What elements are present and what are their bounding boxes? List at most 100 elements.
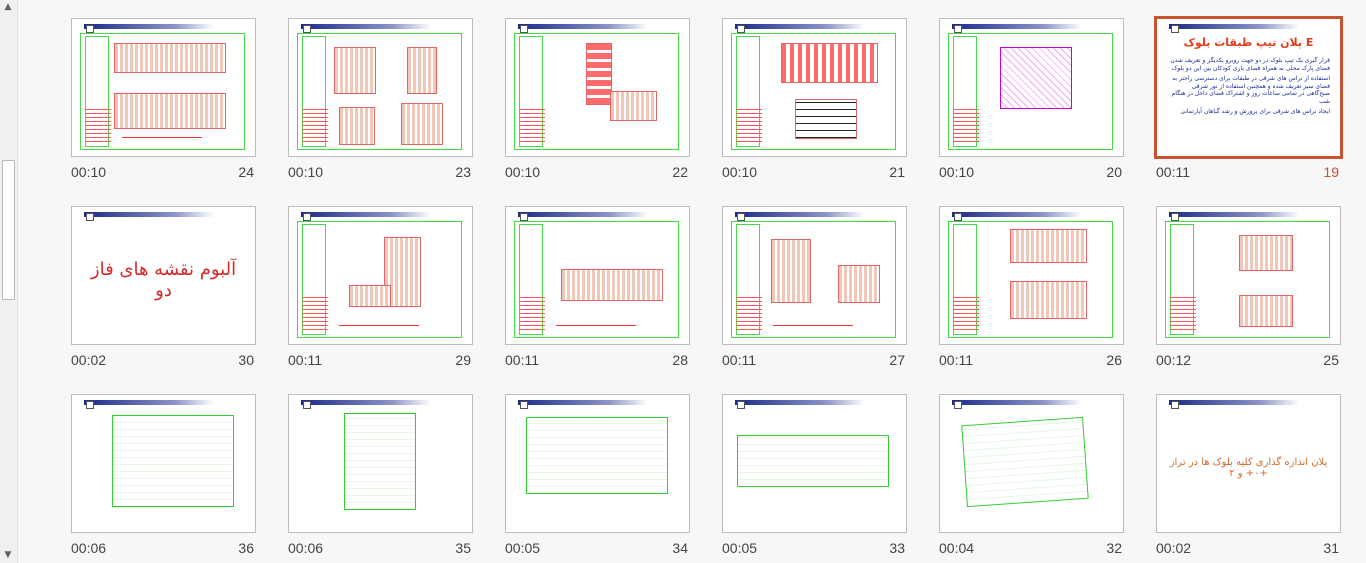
slide-timing: 00:11 [939,352,973,368]
elevation-drawing [334,47,376,94]
elevation-drawing [401,103,443,145]
title-bar-decoration [952,400,1082,409]
slide-preview: پلان اندازه گذاری کلیه بلوک ها در تراز ۰… [1156,394,1341,533]
slide-thumbnail-26[interactable]: 00:11 26 [939,206,1125,371]
slide-thumbnail-24[interactable]: 00:10 24 [71,18,257,183]
slide-title: پلان تیپ طبقات بلوک E [1183,36,1314,49]
scroll-down-icon[interactable]: ▼ [4,550,12,560]
drawing-frame [731,221,896,338]
slide-preview [939,206,1124,345]
vertical-scrollbar[interactable]: ▲ ▼ [0,0,18,563]
slide-timing: 00:04 [939,540,975,556]
slide-timing: 00:02 [71,352,107,368]
bullet-list: قرار گیری یک تیپ بلوک در دو جهت رو‌برو ی… [1169,57,1330,119]
slide-thumbnail-23[interactable]: 00:10 23 [288,18,474,183]
slide-preview [505,394,690,533]
slide-thumbnail-35[interactable]: 00:06 35 [288,394,474,559]
elevation-drawing [561,269,663,301]
slide-number: 22 [672,164,688,180]
slide-thumbnail-20[interactable]: 00:10 20 [939,18,1125,183]
slide-thumbnail-31[interactable]: پلان اندازه گذاری کلیه بلوک ها در تراز ۰… [1156,394,1342,559]
slide-number: 27 [889,352,905,368]
slide-thumbnail-36[interactable]: 00:06 36 [71,394,257,559]
slide-title: پلان اندازه گذاری کلیه بلوک ها در تراز ۰… [1169,457,1328,479]
title-bar-decoration [1169,212,1299,221]
bullet-item: ایجاد تراس های شرقی برای پرورش و رشد گیا… [1180,108,1330,115]
title-bar-decoration [518,24,648,33]
slide-timing: 00:05 [722,540,758,556]
slide-preview: آلبوم نقشه های فاز دو [71,206,256,345]
slide-sorter-grid: 00:10 24 00:10 23 00:10 22 [17,0,1366,563]
slide-thumbnail-21[interactable]: 00:10 21 [722,18,908,183]
slide-thumbnail-27[interactable]: 00:11 27 [722,206,908,371]
section-drawing [610,91,657,121]
elevation-drawing [838,265,880,303]
elevation-drawing [114,43,226,73]
slide-preview [939,394,1124,533]
slide-thumbnail-33[interactable]: 00:05 33 [722,394,908,559]
elevation-drawing [771,239,811,303]
scroll-up-icon[interactable]: ▲ [4,2,12,12]
drawing-frame [297,221,462,338]
title-bar-decoration [952,212,1082,221]
slide-number: 20 [1106,164,1122,180]
elevation-drawing [1239,295,1293,327]
slide-number: 31 [1323,540,1339,556]
scrollbar-thumb[interactable] [2,160,15,300]
section-drawing [781,43,878,83]
elevation-drawing [1010,229,1087,263]
slide-number: 26 [1106,352,1122,368]
drawing-frame [948,221,1113,338]
elevation-drawing [349,285,391,307]
slide-timing: 00:10 [939,164,975,180]
slide-timing: 00:10 [71,164,107,180]
slide-preview [939,18,1124,157]
floor-plan-drawing [1000,47,1072,109]
title-bar-decoration [301,24,431,33]
slide-number: 23 [455,164,471,180]
slide-timing: 00:11 [505,352,539,368]
drawing-frame [514,33,679,150]
slide-thumbnail-30[interactable]: آلبوم نقشه های فاز دو 00:02 30 [71,206,257,371]
slide-preview [722,18,907,157]
bullet-item: قرار گیری یک تیپ بلوک در دو جهت رو‌برو ی… [1170,57,1330,72]
slide-number: 33 [889,540,905,556]
bullet-item: استفاده از تراس های شرقی در طبقات برای د… [1171,75,1330,105]
slide-preview [71,394,256,533]
slide-timing: 00:12 [1156,352,1192,368]
slide-preview [722,394,907,533]
slide-timing: 00:10 [722,164,758,180]
slide-thumbnail-32[interactable]: 00:04 32 [939,394,1125,559]
drawing-frame [731,33,896,150]
slide-timing: 00:10 [288,164,324,180]
slide-thumbnail-19[interactable]: پلان تیپ طبقات بلوک E قرار گیری یک تیپ ب… [1154,16,1343,183]
slide-timing: 00:11 [1156,164,1190,180]
drawing-frame [1165,221,1330,338]
title-bar-decoration [1169,24,1299,33]
slide-preview [288,18,473,157]
slide-preview [288,394,473,533]
slide-thumbnail-22[interactable]: 00:10 22 [505,18,691,183]
title-bar-decoration [735,212,865,221]
title-bar-decoration [735,400,865,409]
slide-number: 29 [455,352,471,368]
slide-number: 32 [1106,540,1122,556]
slide-thumbnail-34[interactable]: 00:05 34 [505,394,691,559]
slide-preview [722,206,907,345]
slide-number: 19 [1323,164,1339,180]
title-bar-decoration [735,24,865,33]
floor-plan-drawing [344,413,416,510]
drawing-frame [297,33,462,150]
section-drawing [795,99,857,139]
slide-timing: 00:06 [71,540,107,556]
floor-plan-drawing [737,435,889,487]
slide-thumbnail-28[interactable]: 00:11 28 [505,206,691,371]
slide-thumbnail-29[interactable]: 00:11 29 [288,206,474,371]
slide-thumbnail-25[interactable]: 00:12 25 [1156,206,1342,371]
drawing-frame [514,221,679,338]
drawing-frame [948,33,1113,150]
slide-title: آلبوم نقشه های فاز دو [90,259,237,301]
title-bar-decoration [1169,400,1299,409]
slide-number: 21 [889,164,905,180]
slide-preview: پلان تیپ طبقات بلوک E قرار گیری یک تیپ ب… [1154,16,1343,159]
